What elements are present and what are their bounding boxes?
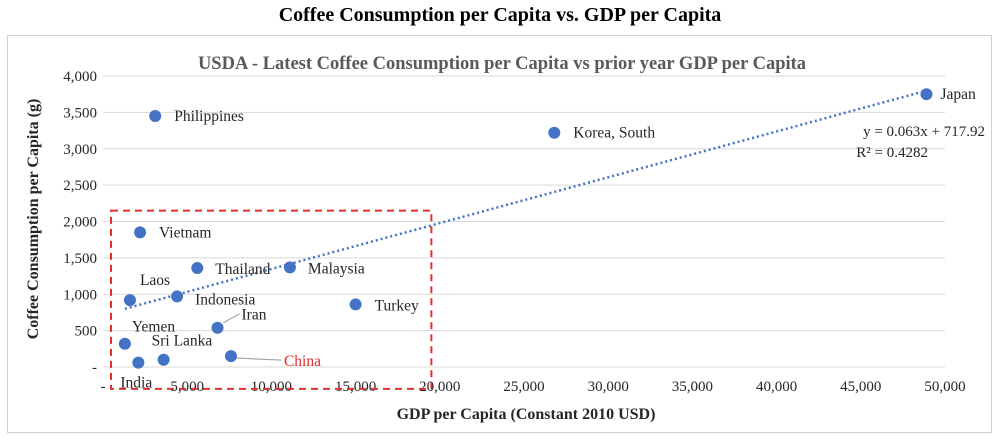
data-point-india [132, 356, 145, 369]
data-point-indonesia [171, 290, 184, 303]
point-label-china: China [284, 353, 321, 370]
data-point-china [224, 350, 237, 363]
data-point-malaysia [283, 261, 296, 274]
data-point-laos [123, 294, 136, 307]
x-tick-label: 10,000 [251, 379, 292, 395]
point-label-sri-lanka: Sri Lanka [152, 333, 213, 350]
data-point-thailand [191, 262, 204, 275]
y-tick-label: 500 [75, 324, 98, 340]
y-tick-label: - [92, 360, 97, 376]
data-point-korea-south [548, 126, 561, 139]
leader-line-china [236, 357, 282, 361]
point-label-thailand: Thailand [215, 261, 270, 278]
y-tick-label: 3,500 [63, 105, 97, 121]
data-point-japan [920, 88, 933, 101]
trendline-equation: y = 0.063x + 717.92 [863, 124, 985, 140]
x-tick-label: 35,000 [672, 379, 713, 395]
data-point-iran [211, 321, 224, 334]
highlight-box [110, 209, 433, 390]
x-tick-label: 15,000 [335, 379, 376, 395]
x-tick-label: 30,000 [588, 379, 629, 395]
chart-frame [7, 35, 992, 433]
x-tick-label: 25,000 [503, 379, 544, 395]
chart-title: USDA - Latest Coffee Consumption per Cap… [198, 54, 806, 74]
page-title: Coffee Consumption per Capita vs. GDP pe… [278, 4, 722, 26]
data-point-turkey [349, 298, 362, 311]
data-point-yemen [118, 337, 131, 350]
point-label-india: India [120, 375, 152, 392]
y-tick-label: 1,500 [63, 251, 97, 267]
y-tick-label: 2,500 [63, 178, 97, 194]
point-label-turkey: Turkey [375, 297, 419, 314]
point-labels: Japan Philippines Korea, South Vietnam Thail… [120, 86, 976, 391]
point-label-philippines: Philippines [174, 108, 244, 125]
point-label-iran: Iran [242, 307, 267, 324]
data-points [118, 88, 933, 369]
highlight-region [110, 209, 433, 390]
leader-line-iran [223, 313, 240, 324]
point-label-vietnam: Vietnam [159, 224, 211, 241]
label-leaders [223, 313, 282, 361]
point-label-yemen: Yemen [132, 319, 175, 336]
x-tick-label: 40,000 [756, 379, 797, 395]
y-tick-label: 2,000 [63, 215, 97, 231]
trendline-line [124, 89, 927, 311]
data-point-philippines [149, 110, 162, 123]
x-tick-label: 20,000 [419, 379, 460, 395]
axes: - 500 1,000 1,500 2,000 2,500 3,000 3,500 4,000 -… [63, 69, 965, 395]
x-tick-label: - [101, 379, 106, 395]
point-label-laos: Laos [140, 272, 170, 289]
x-tick-label: 45,000 [840, 379, 881, 395]
point-label-japan: Japan [940, 86, 976, 103]
x-tick-label: 50,000 [924, 379, 965, 395]
data-point-sri-lanka [157, 353, 170, 366]
gridlines [103, 75, 945, 368]
point-label-korea-south: Korea, South [573, 125, 655, 142]
data-point-vietnam [134, 226, 147, 239]
y-axis-title: Coffee Consumption per Capita (g) [25, 99, 42, 340]
point-label-indonesia: Indonesia [195, 291, 255, 308]
y-tick-label: 1,000 [63, 287, 97, 303]
trendline-r-squared: R² = 0.4282 [856, 145, 928, 161]
x-axis-title: GDP per Capita (Constant 2010 USD) [397, 406, 656, 423]
trendline [124, 89, 927, 311]
y-tick-label: 4,000 [63, 69, 97, 85]
point-label-malaysia: Malaysia [308, 260, 365, 277]
y-tick-label: 3,000 [63, 142, 97, 158]
x-tick-label: 5,000 [170, 379, 204, 395]
